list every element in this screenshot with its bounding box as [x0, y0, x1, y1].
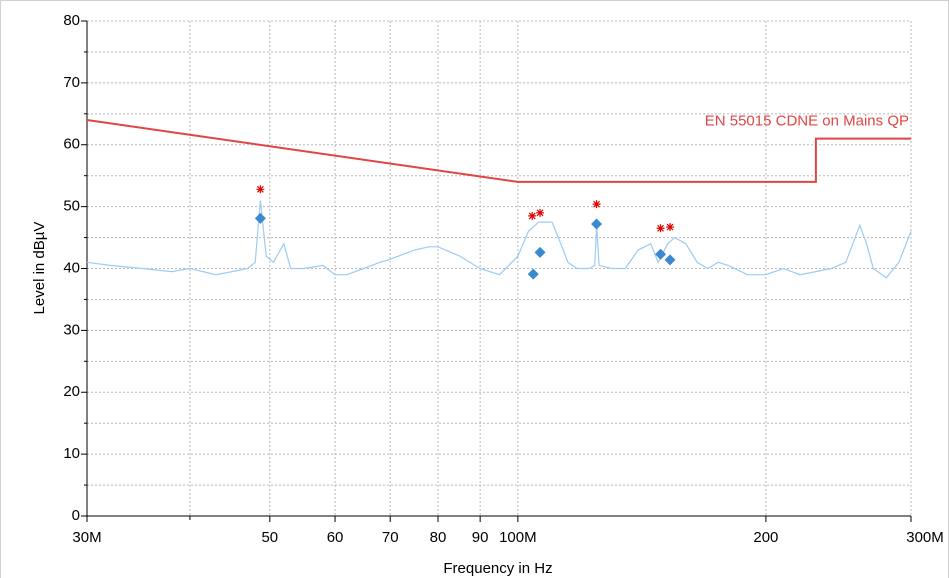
x-tick-label: 50 — [261, 529, 278, 546]
qp-marker — [254, 212, 266, 224]
series-line — [86, 119, 911, 183]
x-tick-label: 80 — [430, 529, 447, 546]
series-label: EN 55015 CDNE on Mains QP — [705, 113, 909, 130]
y-tick-label: 80 — [63, 12, 80, 29]
series-line — [86, 200, 912, 279]
x-tick-label: 200 — [753, 529, 778, 546]
x-tick-label: 100M — [499, 529, 537, 546]
qp-marker — [591, 218, 603, 230]
qp-marker — [664, 254, 676, 266]
peak-marker — [666, 223, 675, 232]
y-tick-label: 30 — [63, 321, 80, 338]
x-axis-label: Frequency in Hz — [443, 560, 552, 577]
y-tick-label: 0 — [72, 507, 80, 524]
peak-marker — [256, 185, 265, 194]
y-tick-label: 60 — [63, 136, 80, 153]
y-tick-label: 10 — [63, 445, 80, 462]
x-tick-label: 60 — [327, 529, 344, 546]
x-tick-label: 300M — [906, 529, 944, 546]
qp-marker — [655, 248, 667, 260]
peak-marker — [592, 200, 601, 209]
y-axis-label: Level in dBµV — [31, 222, 48, 315]
x-tick-label: 30M — [72, 529, 101, 546]
qp-marker — [534, 246, 546, 258]
y-tick-label: 40 — [63, 259, 80, 276]
peak-marker — [528, 211, 537, 220]
x-tick-label: 70 — [382, 529, 399, 546]
peak-marker — [656, 224, 665, 233]
y-tick-label: 50 — [63, 198, 80, 215]
x-tick-label: 90 — [472, 529, 489, 546]
y-tick-label: 70 — [63, 74, 80, 91]
peak-marker — [536, 208, 545, 217]
qp-marker — [527, 268, 539, 280]
y-tick-label: 20 — [63, 383, 80, 400]
